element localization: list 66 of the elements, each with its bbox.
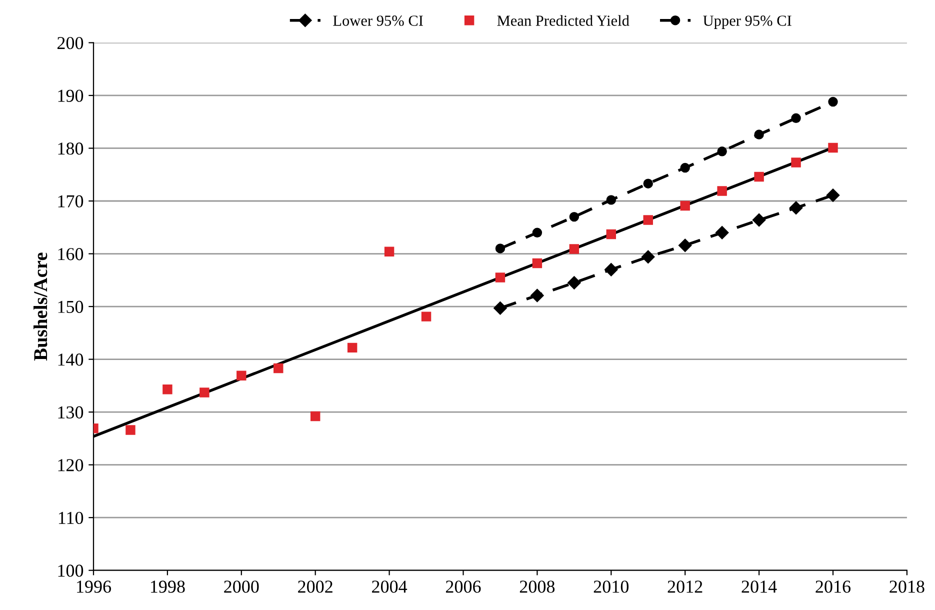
point: [495, 244, 506, 254]
y-tick-label: 160: [58, 248, 84, 260]
point: [274, 363, 284, 374]
legend-label: Upper 95% CI: [703, 16, 792, 29]
point: [606, 229, 616, 240]
point: [642, 250, 655, 264]
point: [678, 238, 692, 252]
x-tick-label: 2014: [742, 580, 777, 593]
point: [828, 142, 838, 153]
point: [754, 130, 764, 140]
x-tick-label: 2010: [594, 580, 629, 593]
point: [717, 186, 727, 196]
x-tick-label: 1996: [77, 580, 112, 593]
point: [569, 212, 580, 222]
point: [384, 246, 394, 257]
point: [828, 96, 838, 107]
point: [532, 228, 542, 238]
point: [162, 384, 172, 394]
point: [569, 244, 580, 254]
point: [752, 213, 766, 227]
x-tick-label: 2016: [816, 580, 851, 593]
legend-label: Lower 95% CI: [333, 16, 423, 26]
y-tick-label: 120: [58, 459, 84, 472]
x-tick-label: 2006: [446, 580, 481, 593]
point: [680, 162, 690, 173]
point: [754, 172, 764, 182]
x-tick-label: 2012: [668, 580, 702, 593]
point: [310, 411, 320, 422]
y-tick-label: 190: [58, 90, 84, 102]
point: [791, 113, 801, 124]
y-tick-label: 170: [58, 195, 84, 208]
x-tick-label: 2008: [520, 580, 555, 593]
x-tick-label: 2000: [224, 580, 259, 593]
y-tick-label: 110: [58, 512, 84, 524]
point: [495, 272, 506, 282]
x-tick-label: 1998: [150, 580, 185, 593]
point: [717, 146, 727, 156]
y-tick-label: 100: [58, 564, 84, 577]
point: [347, 342, 358, 353]
point: [421, 312, 432, 322]
point: [643, 178, 653, 188]
x-tick-label: 2018: [890, 580, 924, 593]
y-axis-title: Bushels/Acre: [34, 252, 48, 361]
point: [494, 302, 507, 315]
point: [236, 370, 246, 381]
legend-label: Mean Predicted Yield: [497, 15, 630, 26]
y-tick-label: 140: [58, 354, 84, 366]
x-tick-label: 2002: [298, 580, 332, 593]
point: [126, 425, 136, 435]
point: [715, 226, 729, 240]
point: [604, 263, 618, 276]
point: [680, 200, 690, 211]
y-tick-label: 130: [58, 406, 84, 418]
point: [532, 258, 542, 268]
point: [791, 158, 801, 168]
y-tick-label: 150: [58, 300, 84, 313]
point: [826, 188, 840, 202]
point: [530, 288, 544, 302]
point: [568, 276, 581, 290]
point: [789, 201, 803, 214]
point: [200, 388, 210, 398]
x-tick-label: 2004: [372, 580, 408, 593]
point: [643, 215, 653, 225]
point: [606, 195, 616, 205]
y-tick-label: 180: [58, 142, 84, 155]
y-tick-label: 200: [57, 36, 84, 50]
